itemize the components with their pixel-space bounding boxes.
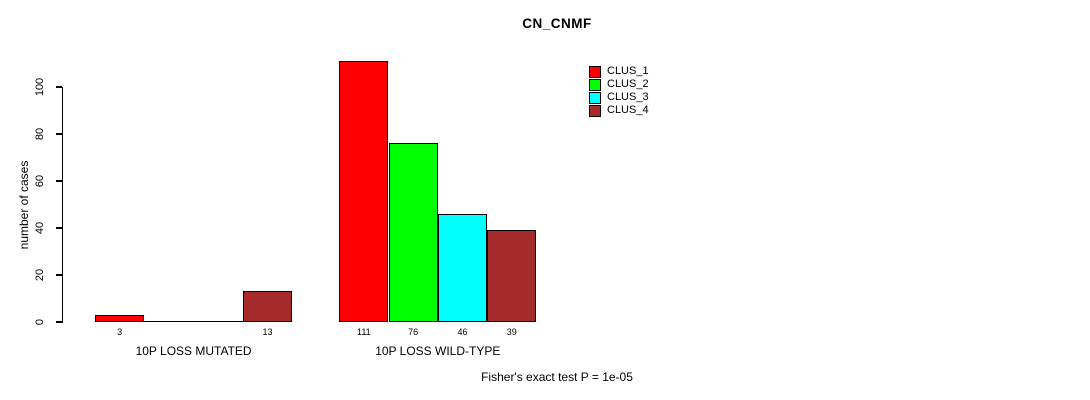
legend-item-clus_1: CLUS_1 — [589, 65, 649, 78]
y-axis-line — [62, 87, 64, 323]
y-axis-tick-label: 40 — [34, 221, 46, 235]
bar-value-label: 3 — [117, 327, 123, 337]
legend-label: CLUS_2 — [607, 78, 649, 90]
legend-item-clus_4: CLUS_4 — [589, 104, 649, 117]
bar-value-label: 39 — [506, 327, 517, 337]
legend-swatch-clus_1 — [589, 65, 601, 78]
bar-clus_4-0 — [242, 291, 293, 322]
legend-label: CLUS_3 — [607, 91, 649, 103]
y-axis-tick — [56, 86, 62, 88]
y-axis-tick-label: 20 — [34, 268, 46, 282]
y-axis-tick — [56, 180, 62, 182]
y-axis-tick-label: 80 — [34, 127, 46, 141]
fisher-test-annotation: Fisher's exact test P = 1e-05 — [481, 370, 633, 384]
bar-clus_3-0-zero — [193, 320, 243, 322]
legend-label: CLUS_1 — [607, 65, 649, 77]
category-label: 10P LOSS MUTATED — [135, 344, 252, 358]
y-axis-tick — [56, 321, 62, 323]
legend-swatch-clus_2 — [589, 78, 601, 91]
y-axis-tick-label: 0 — [34, 318, 46, 326]
y-axis-tick-label: 60 — [34, 174, 46, 188]
y-axis-tick — [56, 133, 62, 135]
legend-item-clus_2: CLUS_2 — [589, 78, 649, 91]
bar-clus_4-1 — [487, 230, 537, 322]
bar-value-label: 13 — [262, 327, 273, 337]
bar-clus_3-1 — [437, 213, 488, 322]
bar-clus_1-1 — [339, 61, 389, 322]
bar-clus_1-0 — [95, 314, 145, 322]
bar-clus_2-1 — [388, 143, 438, 322]
y-axis-tick — [56, 227, 62, 229]
legend: CLUS_1 CLUS_2 CLUS_3 CLUS_4 — [589, 65, 649, 117]
y-axis-tick — [56, 274, 62, 276]
y-axis-tick-label: 100 — [34, 77, 46, 97]
legend-label: CLUS_4 — [607, 104, 649, 116]
bar-value-label: 76 — [408, 327, 419, 337]
legend-swatch-clus_4 — [589, 104, 601, 117]
bar-value-label: 111 — [356, 327, 371, 337]
chart-title: CN_CNMF — [522, 16, 592, 31]
category-label: 10P LOSS WILD-TYPE — [375, 344, 501, 358]
bar-value-label: 46 — [457, 327, 468, 337]
legend-swatch-clus_3 — [589, 91, 601, 104]
legend-item-clus_3: CLUS_3 — [589, 91, 649, 104]
bar-clus_2-0-zero — [144, 320, 194, 322]
y-axis-label: number of cases — [17, 160, 31, 250]
